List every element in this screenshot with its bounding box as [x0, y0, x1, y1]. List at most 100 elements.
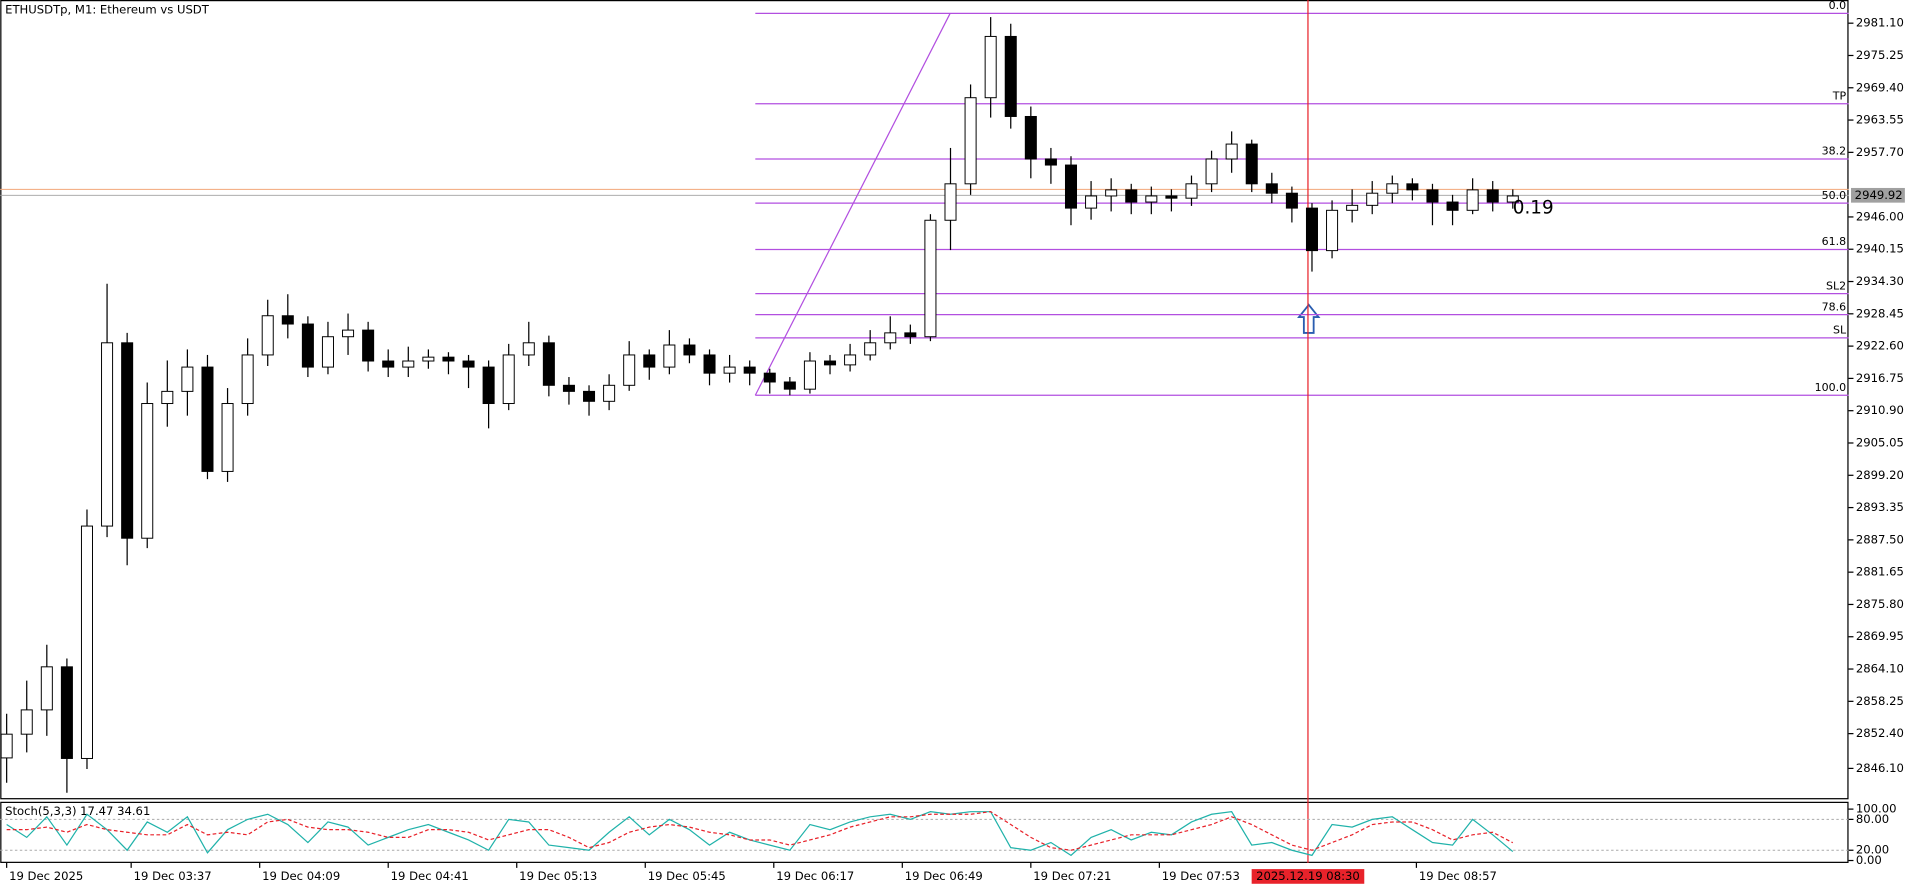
- y-tick-label: 2881.65: [1856, 565, 1904, 579]
- candle-body: [643, 354, 656, 368]
- chart-title: ETHUSDTp, M1: Ethereum vs USDT: [5, 2, 210, 16]
- candle-body: [261, 315, 274, 356]
- candle-body: [382, 360, 395, 368]
- candle-body: [1406, 183, 1419, 191]
- fib-label: TP: [1832, 89, 1847, 102]
- candle-body: [1125, 189, 1138, 203]
- x-tick-label: 19 Dec 2025: [9, 869, 83, 883]
- stoch-frame: [0, 801, 1849, 863]
- main-frame: [0, 0, 1849, 800]
- candle-body: [462, 360, 475, 368]
- candle-body: [1486, 189, 1499, 203]
- candle-body: [402, 360, 415, 368]
- candle-body: [1506, 195, 1519, 203]
- fib-label: SL2: [1826, 279, 1846, 292]
- bid-label: 2949.92: [1855, 188, 1903, 202]
- candle-body: [1245, 143, 1258, 185]
- fib-trend: [754, 13, 951, 396]
- x-tick-label: 19 Dec 07:21: [1033, 869, 1111, 883]
- y-tick-label: 2922.60: [1856, 339, 1904, 353]
- fib-label: SL: [1833, 323, 1847, 336]
- candle-body: [221, 403, 234, 472]
- candle-body: [522, 342, 535, 356]
- candle-body: [1044, 158, 1057, 166]
- candle-body: [1285, 192, 1298, 209]
- candle-body: [824, 360, 837, 366]
- y-tick-label: 2858.25: [1856, 694, 1904, 708]
- candle-body: [301, 323, 314, 368]
- cursor-tag: [1251, 869, 1365, 884]
- candle-body: [80, 525, 93, 759]
- annotation: 0.19: [1513, 198, 1554, 219]
- x-tick-label: 19 Dec 06:49: [905, 869, 983, 883]
- stoch-line: [6, 811, 1514, 857]
- candle-body: [442, 356, 455, 362]
- x-tick-label: 19 Dec 05:45: [648, 869, 726, 883]
- fib-label: 0.0: [1829, 0, 1847, 12]
- candle-body: [121, 342, 134, 539]
- candle-body: [422, 356, 435, 362]
- candle-body: [161, 390, 174, 405]
- candle-body: [101, 342, 114, 527]
- candle-body: [1326, 209, 1339, 252]
- candle-body: [1225, 143, 1238, 160]
- candle-body: [924, 219, 937, 338]
- candle-body: [1004, 35, 1017, 117]
- candle-body: [201, 366, 214, 472]
- y-tick-label: 2887.50: [1856, 532, 1904, 546]
- candle-body: [964, 97, 977, 185]
- candle-body: [743, 366, 756, 374]
- y-tick-label: 2975.25: [1856, 48, 1904, 62]
- candle-body: [1466, 189, 1479, 211]
- cursor-label: 2025.12.19 08:30: [1256, 869, 1360, 883]
- candle-body: [1366, 192, 1379, 206]
- candle-body: [1064, 164, 1078, 209]
- y-tick-label: 2869.95: [1856, 629, 1904, 643]
- candle-body: [844, 354, 857, 366]
- candle-body: [0, 733, 13, 759]
- candle-body: [1145, 195, 1158, 203]
- y-tick-label: 2981.10: [1856, 16, 1904, 30]
- candle-body: [1426, 189, 1439, 203]
- y-tick-label: 2910.90: [1856, 403, 1904, 417]
- y-tick-label: 2963.55: [1856, 113, 1904, 127]
- candle-body: [141, 403, 154, 539]
- x-tick-label: 19 Dec 08:57: [1419, 869, 1497, 883]
- x-tick-label: 19 Dec 07:53: [1162, 869, 1240, 883]
- candle-body: [803, 360, 816, 390]
- y-tick-label: 2875.80: [1856, 597, 1904, 611]
- candle-body: [623, 354, 636, 386]
- stoch-tick-label: 20.00: [1856, 843, 1889, 857]
- candle-body: [944, 183, 957, 221]
- candle-body: [904, 332, 917, 338]
- candle-body: [763, 372, 776, 383]
- fib-label: 100.0: [1815, 381, 1847, 394]
- signal-arrow: [1297, 303, 1321, 334]
- candle-body: [241, 354, 254, 405]
- stoch-title: Stoch(5,3,3) 17.47 34.61: [5, 804, 150, 818]
- candle-body: [884, 332, 897, 344]
- candle-body: [362, 329, 375, 362]
- x-tick-label: 19 Dec 04:41: [391, 869, 469, 883]
- candle-body: [683, 344, 696, 356]
- candle-body: [60, 666, 73, 759]
- candle-body: [1386, 183, 1399, 194]
- fib-label: 38.2: [1822, 145, 1847, 158]
- y-tick-label: 2916.75: [1856, 371, 1904, 385]
- candle-body: [181, 366, 194, 392]
- x-tick-label: 19 Dec 05:13: [519, 869, 597, 883]
- candle-body: [663, 344, 676, 368]
- fib-label: 78.6: [1822, 300, 1847, 313]
- bid-tag: [1851, 187, 1905, 203]
- stoch-tick-label: 0.00: [1856, 853, 1882, 867]
- y-tick-label: 2957.70: [1856, 145, 1904, 159]
- y-tick-label: 2846.10: [1856, 761, 1904, 775]
- candle-body: [583, 390, 596, 402]
- stoch-tick-label: 100.00: [1856, 802, 1897, 816]
- y-tick-label: 2946.00: [1856, 209, 1904, 223]
- y-tick-label: 2864.10: [1856, 662, 1904, 676]
- y-tick-label: 2905.05: [1856, 435, 1904, 449]
- candle-body: [703, 354, 716, 374]
- x-tick-label: 19 Dec 06:17: [776, 869, 854, 883]
